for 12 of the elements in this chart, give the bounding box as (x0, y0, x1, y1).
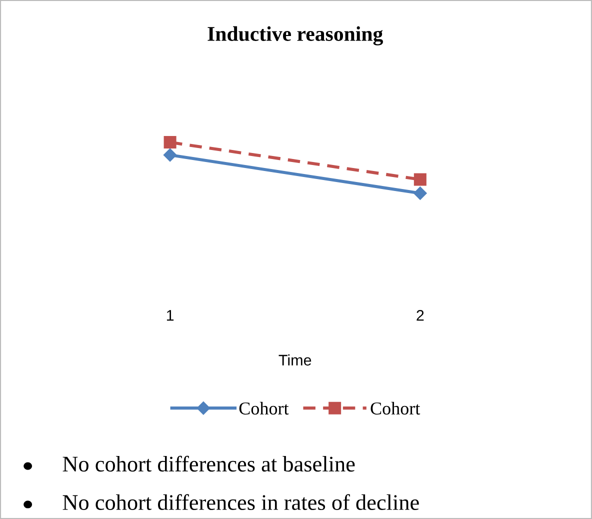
chart-title: Inductive reasoning (208, 26, 383, 46)
point (163, 148, 177, 162)
text: No cohort differences in rates of decline (62, 494, 419, 510)
legend-label: Cohort (370, 402, 420, 415)
x-axis-title: Time (278, 354, 312, 366)
point (164, 136, 176, 149)
legend-label: Cohort (239, 402, 289, 415)
text: No cohort differences at baseline (62, 456, 355, 472)
x-tick-label: 2 (416, 310, 424, 321)
point (414, 173, 426, 186)
point (414, 186, 427, 200)
x-tick-label: 1 (166, 310, 174, 321)
